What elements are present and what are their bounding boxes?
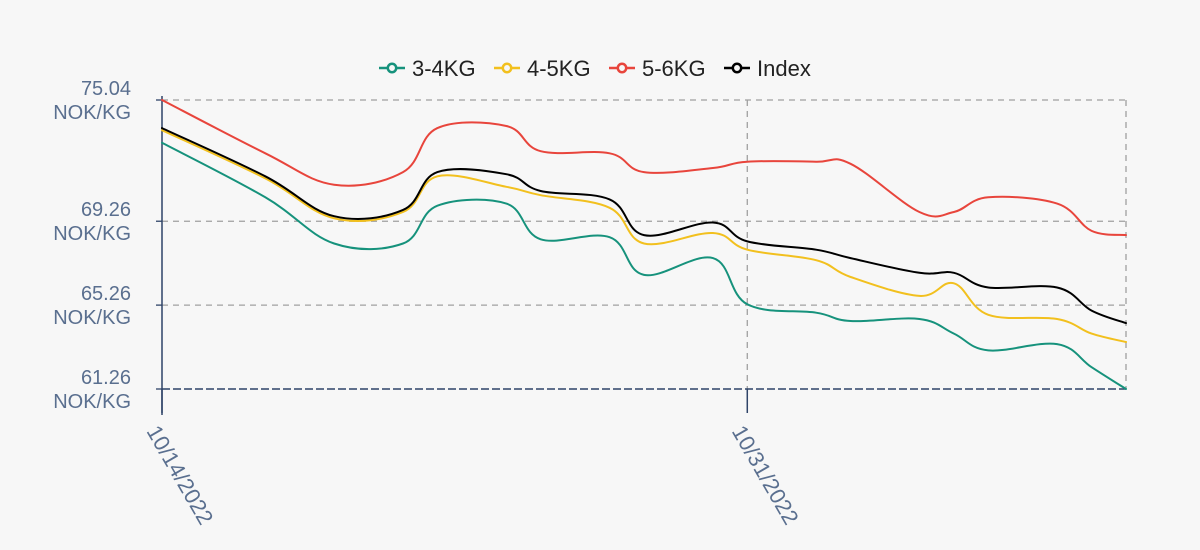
- y-tick-label-line: 65.26: [81, 283, 131, 305]
- x-tick-label: 10/14/2022: [142, 421, 219, 529]
- x-tick-label: 10/31/2022: [727, 421, 804, 529]
- series-line-5-6kg: [161, 99, 1127, 237]
- grid: [162, 99, 1127, 389]
- legend-item[interactable]: 3-4KG: [379, 56, 476, 81]
- y-tick-label: 61.26 NOK/KG: [53, 367, 131, 413]
- y-tick-label-line: NOK/KG: [53, 223, 131, 245]
- y-tick-label: 75.04 NOK/KG: [53, 78, 131, 124]
- axes: [161, 96, 1126, 415]
- series-line-4-5kg: [161, 129, 1127, 343]
- legend-label: Index: [757, 56, 811, 81]
- y-tick-label-line: NOK/KG: [53, 391, 131, 413]
- legend-swatch-marker: [501, 62, 513, 74]
- y-tick-label-line: 75.04: [81, 78, 131, 100]
- legend-swatch-marker: [731, 62, 743, 74]
- y-tick-label: 69.26 NOK/KG: [53, 199, 131, 245]
- y-tick-label-line: 69.26: [81, 199, 131, 221]
- legend-swatch-marker: [616, 62, 628, 74]
- legend-item[interactable]: Index: [724, 56, 811, 81]
- y-tick-label: 65.26 NOK/KG: [53, 283, 131, 329]
- legend-item[interactable]: 5-6KG: [609, 56, 706, 81]
- y-tick-label-line: 61.26: [81, 367, 131, 389]
- x-axis-ticks: 10/14/2022 10/31/2022: [142, 389, 804, 529]
- series-line-index: [161, 127, 1127, 325]
- series-lines: [161, 99, 1127, 390]
- legend-label: 4-5KG: [527, 56, 591, 81]
- y-tick-label-line: NOK/KG: [53, 307, 131, 329]
- legend-label: 3-4KG: [412, 56, 476, 81]
- legend-label: 5-6KG: [642, 56, 706, 81]
- y-tick-label-line: NOK/KG: [53, 102, 131, 124]
- legend-item[interactable]: 4-5KG: [494, 56, 591, 81]
- series-line-3-4kg: [161, 141, 1127, 390]
- legend-swatch-marker: [386, 62, 398, 74]
- legend: 3-4KG 4-5KG 5-6KG Index: [379, 56, 811, 81]
